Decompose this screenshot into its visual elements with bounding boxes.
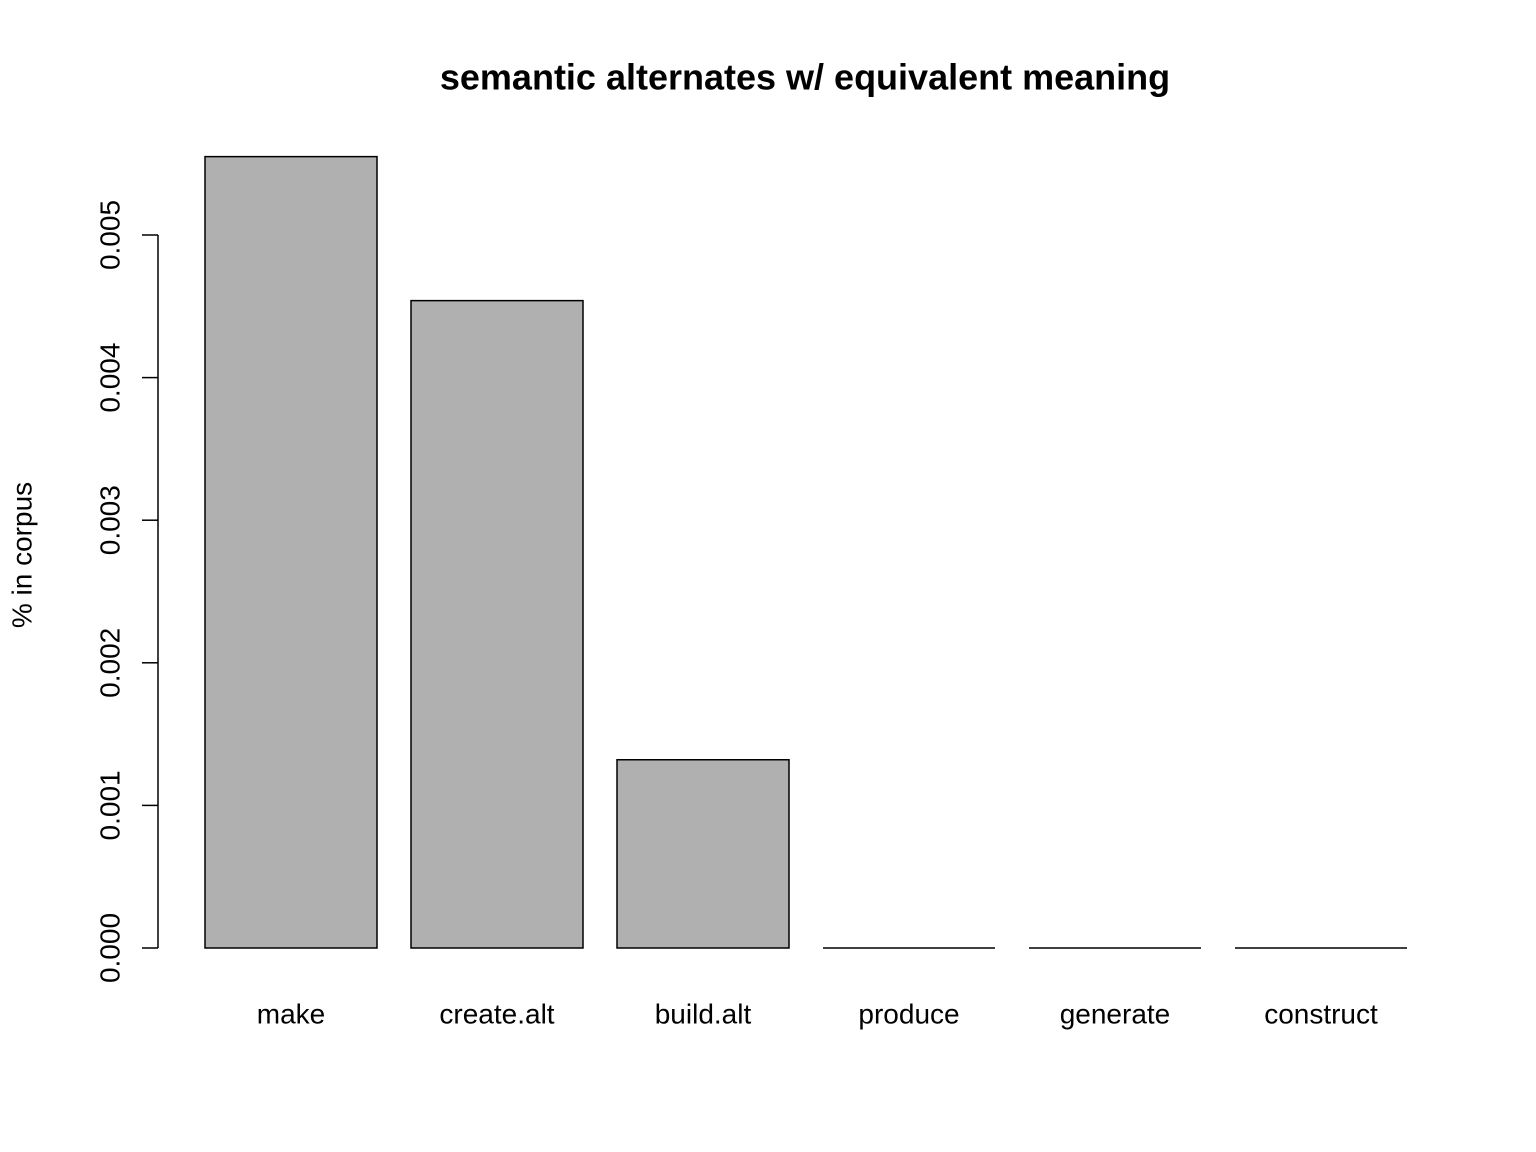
y-tick-label: 0.000 (94, 913, 125, 983)
y-tick-label: 0.004 (94, 343, 125, 413)
bar (410, 299, 584, 949)
y-tick-label: 0.002 (94, 628, 125, 698)
x-tick-label: construct (1264, 998, 1378, 1029)
bar (204, 155, 378, 949)
x-tick-label: generate (1060, 998, 1171, 1029)
bar (616, 759, 790, 949)
y-axis-label: % in corpus (6, 482, 37, 628)
x-tick-label: create.alt (439, 998, 554, 1029)
x-tick-label: build.alt (655, 998, 752, 1029)
y-tick-label: 0.005 (94, 200, 125, 270)
x-tick-label: make (257, 998, 325, 1029)
y-tick-label: 0.001 (94, 770, 125, 840)
y-tick-label: 0.003 (94, 485, 125, 555)
chart-title: semantic alternates w/ equivalent meanin… (440, 57, 1170, 98)
x-tick-label: produce (858, 998, 959, 1029)
